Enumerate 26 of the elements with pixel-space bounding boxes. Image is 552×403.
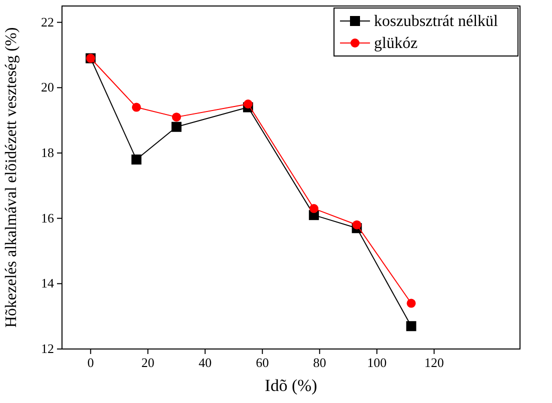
legend-label: koszubsztrát nélkül xyxy=(374,13,499,30)
legend-label: glükóz xyxy=(374,35,418,52)
y-tick-label: 16 xyxy=(41,210,54,226)
point xyxy=(309,204,318,214)
x-tick-label: 60 xyxy=(256,355,269,370)
point xyxy=(244,100,253,108)
point xyxy=(406,298,416,308)
x-tick-label: 0 xyxy=(87,355,94,370)
x-tick-label: 20 xyxy=(141,355,154,370)
x-tick-label: 120 xyxy=(424,355,444,370)
y-tick-label: 22 xyxy=(41,14,54,30)
y-tick-label: 14 xyxy=(41,276,54,291)
y-tick-label: 12 xyxy=(41,341,54,356)
x-tick-label: 40 xyxy=(198,355,212,370)
point xyxy=(172,122,182,132)
point xyxy=(172,112,181,122)
point xyxy=(352,220,362,230)
y-tick-label: 20 xyxy=(41,80,54,95)
x-tick-label: 80 xyxy=(313,355,326,370)
point xyxy=(406,321,416,332)
point xyxy=(132,102,141,112)
y-axis-title: Hõkezelés alkalmával elõidézett veszteség (%) xyxy=(3,27,20,328)
y-tick-label: 18 xyxy=(41,145,54,160)
point xyxy=(131,154,142,165)
x-tick-label: 100 xyxy=(367,355,387,370)
x-axis-title: Idõ (%) xyxy=(264,376,318,395)
